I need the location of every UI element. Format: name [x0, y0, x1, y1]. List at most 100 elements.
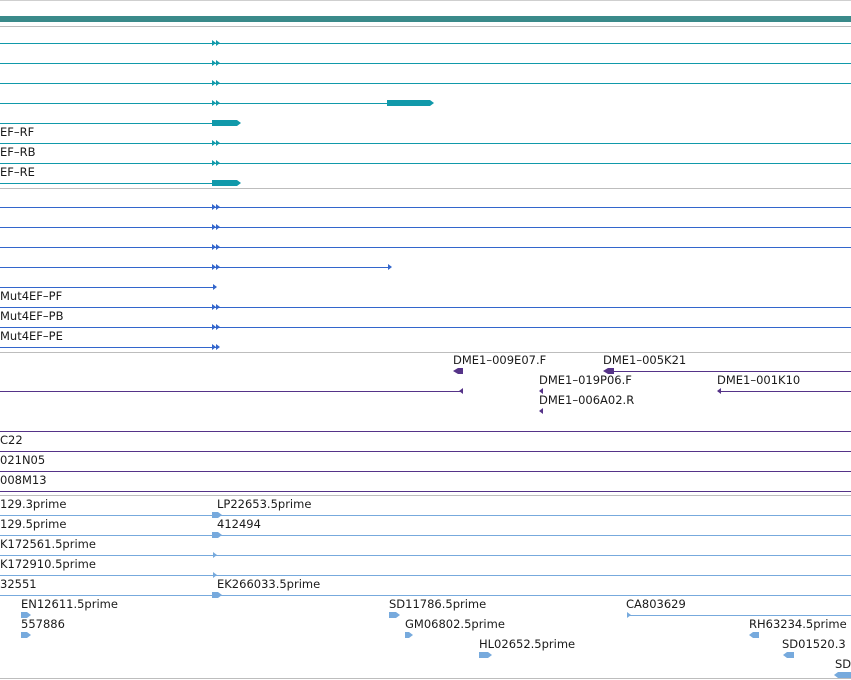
est-label: HL02652.5prime [479, 637, 576, 651]
protein-row[interactable] [0, 207, 851, 208]
est-arrow-glyph[interactable] [479, 652, 492, 658]
protein-arrow-glyph[interactable] [212, 344, 220, 350]
protein-glyphs [212, 204, 392, 350]
bottom-separator [0, 678, 851, 679]
est-row[interactable] [0, 515, 851, 516]
clone-block[interactable] [603, 368, 614, 374]
exon-block[interactable] [212, 180, 241, 186]
est-label: EK266033.5prime [217, 577, 321, 591]
est-row[interactable] [0, 555, 851, 556]
est-arrow-glyph[interactable] [21, 632, 31, 638]
exon-arrow-glyph[interactable] [212, 160, 220, 166]
protein-arrow-glyph[interactable] [212, 244, 220, 250]
est-label: 129.3prime [0, 497, 67, 511]
est-label: 412494 [217, 517, 261, 531]
protein-row[interactable] [0, 307, 851, 308]
track-separator [0, 188, 851, 189]
protein-label: Mut4EF–PF [0, 289, 63, 303]
clone-label: DME1–019P06.F [539, 373, 632, 387]
est-arrow-glyph[interactable] [405, 632, 413, 638]
est-arrow-glyph[interactable] [21, 612, 31, 618]
clone-row[interactable] [0, 391, 462, 392]
transcript-row[interactable] [0, 63, 851, 64]
clone-glyphs [453, 368, 721, 414]
protein-label: Mut4EF–PE [0, 329, 63, 343]
protein-arrow-glyph[interactable] [212, 264, 392, 270]
exon-arrow-glyph[interactable] [212, 60, 220, 66]
clone-arrow-glyph[interactable] [459, 388, 463, 394]
transcript-label: EF–RE [0, 165, 35, 179]
protein-arrow-glyph[interactable] [212, 224, 220, 230]
est-arrow-glyph[interactable] [213, 572, 217, 578]
protein-arrow-glyph[interactable] [212, 304, 220, 310]
est-label: 32551 [0, 577, 37, 591]
header-bar [0, 16, 851, 22]
est-row[interactable] [0, 535, 851, 536]
exon-block[interactable] [212, 120, 241, 126]
transcript-glyphs [212, 40, 434, 186]
est-label: SD11786.5prime [389, 597, 487, 611]
clone-arrow-glyph[interactable] [539, 388, 543, 394]
clone-label: 008M13 [0, 473, 47, 487]
est-arrow-glyph[interactable] [627, 612, 631, 618]
est-label: SD [835, 657, 851, 671]
est-row[interactable] [627, 615, 851, 616]
est-arrow-glyph[interactable] [212, 592, 222, 598]
transcript-row[interactable] [0, 163, 851, 164]
clone-row[interactable] [0, 431, 851, 432]
transcript-row[interactable] [0, 43, 851, 44]
est-glyphs [21, 512, 851, 678]
exon-arrow-glyph[interactable] [212, 140, 220, 146]
transcript-row[interactable] [0, 83, 851, 84]
est-label: CA803629 [626, 597, 686, 611]
protein-row[interactable] [0, 287, 216, 288]
est-arrow-glyph[interactable] [783, 652, 794, 658]
exon-arrow-glyph[interactable] [212, 80, 220, 86]
est-arrow-glyph[interactable] [212, 512, 222, 518]
est-row[interactable] [0, 575, 851, 576]
transcript-row[interactable] [0, 123, 236, 124]
est-row[interactable] [0, 595, 851, 596]
est-arrow-glyph[interactable] [749, 632, 759, 638]
protein-row[interactable] [0, 247, 851, 248]
protein-label: Mut4EF–PB [0, 309, 64, 323]
est-label: K172561.5prime [0, 537, 96, 551]
transcript-label: EF–RB [0, 145, 36, 159]
header-separator [0, 26, 851, 27]
protein-row[interactable] [0, 267, 390, 268]
est-arrow-glyph[interactable] [389, 612, 400, 618]
clone-arrow-glyph[interactable] [717, 388, 721, 394]
clone-arrow-glyph[interactable] [539, 408, 543, 414]
est-arrow-glyph[interactable] [212, 532, 222, 538]
transcript-row[interactable] [0, 183, 236, 184]
protein-arrow-glyph[interactable] [212, 324, 220, 330]
protein-row[interactable] [0, 327, 851, 328]
est-label: LP22653.5prime [217, 497, 312, 511]
protein-row[interactable] [0, 347, 216, 348]
clone-row[interactable] [0, 491, 851, 492]
est-arrow-glyph[interactable] [834, 672, 851, 678]
protein-row[interactable] [0, 227, 851, 228]
transcript-row[interactable] [0, 143, 851, 144]
exon-arrow-glyph[interactable] [212, 100, 220, 106]
clone-row[interactable] [0, 471, 851, 472]
clone-label: C22 [0, 433, 23, 447]
protein-arrow-glyph[interactable] [213, 284, 217, 290]
clone-row[interactable] [0, 451, 851, 452]
transcript-label: EF–RF [0, 125, 35, 139]
track-separator [0, 352, 851, 353]
top-border [0, 0, 851, 1]
clone-row[interactable] [605, 371, 851, 372]
clone-row[interactable] [718, 391, 851, 392]
clone-label: DME1–001K10 [717, 373, 801, 387]
protein-arrow-glyph[interactable] [212, 204, 220, 210]
exon-block[interactable] [387, 100, 434, 106]
est-arrow-glyph[interactable] [213, 552, 217, 558]
clone-label: DME1–009E07.F [453, 353, 547, 367]
est-label: 557886 [21, 617, 65, 631]
clone-block[interactable] [453, 368, 463, 374]
est-label: GM06802.5prime [405, 617, 505, 631]
exon-arrow-glyph[interactable] [212, 40, 220, 46]
